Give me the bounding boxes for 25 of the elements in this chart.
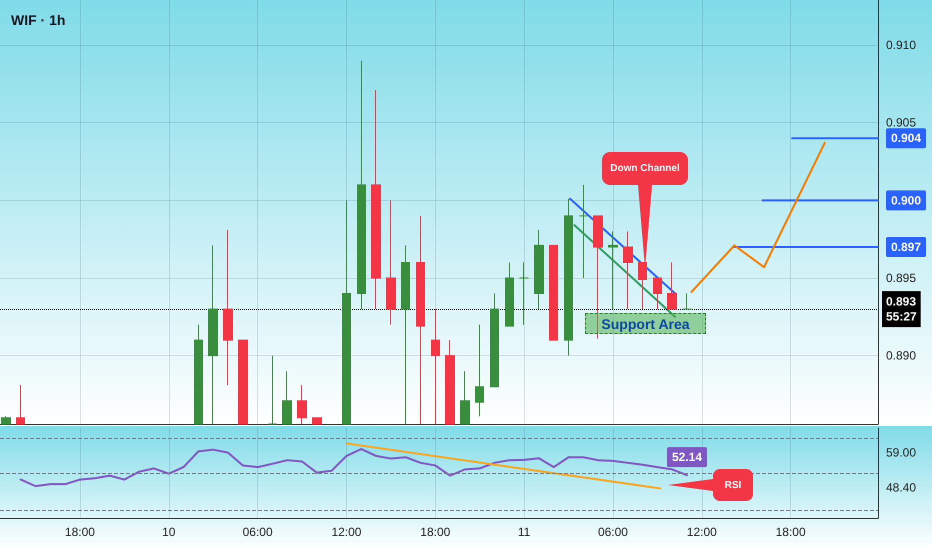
- x-tick-label: 18:00: [64, 525, 96, 539]
- data-label: 0.904: [891, 131, 922, 146]
- annotation: Support Area: [585, 313, 706, 334]
- x-tick-label: 06:00: [242, 525, 273, 539]
- annotation: RSI: [713, 469, 753, 501]
- annotation: Down Channel: [602, 152, 688, 185]
- text: WIF · 1h: [11, 12, 66, 28]
- data-label: 52.14: [672, 450, 702, 464]
- y-tick-label: 59.00: [886, 446, 916, 460]
- x-tick-label: 18:00: [776, 525, 806, 539]
- y-tick-label: 0.895: [886, 271, 916, 286]
- y-tick-label: 0.910: [886, 38, 916, 52]
- y-tick-label: 48.40: [886, 480, 916, 494]
- ref-line-label: 0.893 55:27: [886, 294, 918, 324]
- x-tick-label: 11: [518, 525, 531, 539]
- speech-bubble: RSI: [668, 469, 753, 501]
- x-tick-label: 06:00: [598, 525, 628, 539]
- x-tick-label: 12:00: [331, 525, 362, 539]
- x-tick-label: 18:00: [420, 525, 451, 539]
- data-label: 0.897: [891, 240, 922, 254]
- x-tick-label: 12:00: [686, 525, 718, 539]
- y-tick-label: 0.890: [886, 348, 916, 363]
- y-tick-label: 0.905: [886, 116, 916, 130]
- data-label: 0.900: [891, 193, 922, 208]
- x-tick-label: 10: [162, 525, 176, 539]
